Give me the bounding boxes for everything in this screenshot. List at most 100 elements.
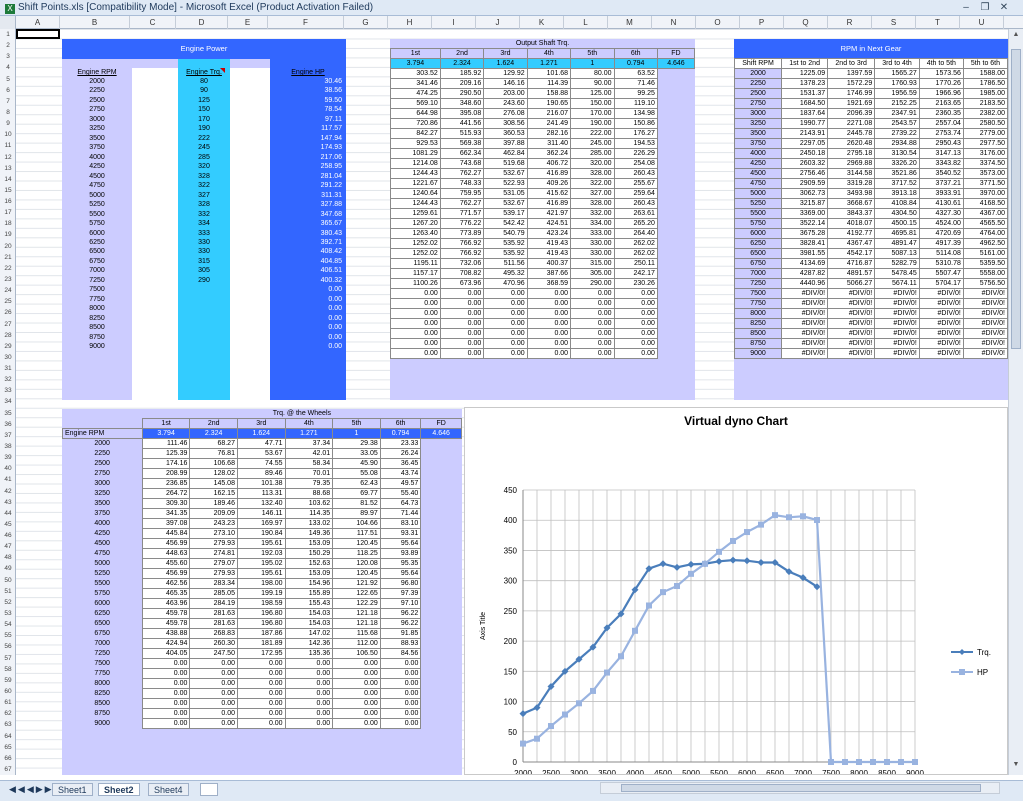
wheel-torque-cell[interactable]: 199.19 xyxy=(236,588,286,599)
output-shaft-cell[interactable]: 535.92 xyxy=(483,248,528,259)
next-gear-rpm-cell[interactable]: 1837.64 xyxy=(781,108,829,119)
wheel-torque-cell[interactable]: 132.40 xyxy=(236,498,286,509)
gear-ratio-cell[interactable]: 3.794 xyxy=(141,428,191,439)
row-header-54[interactable]: 54 xyxy=(4,621,12,629)
shift-rpm-cell[interactable]: 8000 xyxy=(734,308,783,319)
next-gear-rpm-cell[interactable]: 2152.25 xyxy=(874,98,920,109)
output-shaft-cell[interactable]: 0.00 xyxy=(439,348,485,359)
engine-rpm-cell[interactable]: 7250 xyxy=(62,648,143,659)
next-gear-rpm-cell[interactable]: #DIV/0! xyxy=(874,318,920,329)
shift-header[interactable]: Shift RPM xyxy=(734,58,783,69)
engine-rpm-cell[interactable]: 6750 xyxy=(62,628,143,639)
output-shaft-cell[interactable]: 419.43 xyxy=(526,248,572,259)
next-gear-rpm-cell[interactable]: 2096.39 xyxy=(827,108,876,119)
row-header-19[interactable]: 19 xyxy=(4,231,12,239)
wheel-torque-cell[interactable]: 55.08 xyxy=(332,468,381,479)
tab-sheet4[interactable]: Sheet4 xyxy=(148,783,189,796)
engine-trq-cell[interactable]: 125 xyxy=(198,96,210,104)
wheel-torque-cell[interactable]: 0.00 xyxy=(141,678,191,689)
row-header-67[interactable]: 67 xyxy=(4,765,12,773)
output-shaft-cell[interactable]: 341.46 xyxy=(390,78,441,89)
row-header-57[interactable]: 57 xyxy=(4,654,12,662)
engine-rpm-cell[interactable]: 2750 xyxy=(89,106,105,114)
engine-rpm-cell[interactable]: 8750 xyxy=(62,708,143,719)
gear-header[interactable]: 4th xyxy=(284,418,334,429)
output-shaft-cell[interactable]: 1259.61 xyxy=(390,208,441,219)
output-shaft-cell[interactable]: 0.00 xyxy=(483,298,528,309)
engine-rpm-cell[interactable]: 6000 xyxy=(62,598,143,609)
next-gear-rpm-cell[interactable]: #DIV/0! xyxy=(962,288,1008,299)
gear-ratio-cell[interactable]: 1.271 xyxy=(526,58,572,69)
output-shaft-cell[interactable]: 773.89 xyxy=(439,228,485,239)
engine-hp-cell[interactable]: 0.00 xyxy=(328,286,342,294)
output-shaft-cell[interactable]: 260.43 xyxy=(613,168,658,179)
engine-hp-cell[interactable]: 59.50 xyxy=(324,96,342,104)
next-gear-rpm-cell[interactable]: #DIV/0! xyxy=(781,328,829,339)
data-point-hp[interactable] xyxy=(590,687,596,694)
row-header-26[interactable]: 26 xyxy=(4,309,12,317)
column-header-f[interactable]: F xyxy=(268,16,344,29)
row-header-64[interactable]: 64 xyxy=(4,732,12,740)
wheel-torque-cell[interactable]: 0.00 xyxy=(236,698,286,709)
data-point-trq[interactable] xyxy=(519,710,527,718)
next-gear-rpm-cell[interactable]: 3130.54 xyxy=(874,148,920,159)
engine-rpm-cell[interactable]: 8250 xyxy=(62,688,143,699)
output-shaft-cell[interactable]: 0.00 xyxy=(613,298,658,309)
output-shaft-cell[interactable]: 368.59 xyxy=(526,278,572,289)
wheel-torque-cell[interactable]: 236.85 xyxy=(141,478,191,489)
wheel-torque-cell[interactable]: 152.63 xyxy=(284,558,334,569)
gear-header[interactable]: FD xyxy=(656,48,695,59)
next-gear-rpm-cell[interactable]: 2271.08 xyxy=(827,118,876,129)
wheel-torque-cell[interactable]: 268.83 xyxy=(189,628,238,639)
next-gear-rpm-cell[interactable]: 4500.15 xyxy=(874,218,920,229)
row-header-35[interactable]: 35 xyxy=(4,409,12,417)
next-gear-rpm-cell[interactable]: 3215.87 xyxy=(781,198,829,209)
engine-hp-cell[interactable]: 217.06 xyxy=(320,153,342,161)
wheel-torque-cell[interactable]: 196.80 xyxy=(236,608,286,619)
wheel-torque-cell[interactable]: 0.00 xyxy=(189,658,238,669)
wheel-torque-cell[interactable]: 274.81 xyxy=(189,548,238,559)
data-point-hp[interactable] xyxy=(828,759,834,765)
engine-trq-cell[interactable]: 90 xyxy=(200,87,208,95)
next-gear-rpm-cell[interactable]: 3374.50 xyxy=(962,158,1008,169)
engine-hp-cell[interactable]: 258.95 xyxy=(320,163,342,171)
wheel-torque-cell[interactable]: 49.57 xyxy=(379,478,422,489)
row-header-56[interactable]: 56 xyxy=(4,643,12,651)
data-point-hp[interactable] xyxy=(660,589,666,596)
data-point-hp[interactable] xyxy=(632,627,638,634)
output-shaft-cell[interactable]: 929.53 xyxy=(390,138,441,149)
engine-trq-cell[interactable]: 327 xyxy=(198,191,210,199)
output-shaft-cell[interactable]: 474.25 xyxy=(390,88,441,99)
wheel-torque-cell[interactable]: 195.61 xyxy=(236,538,286,549)
shift-rpm-cell[interactable]: 7250 xyxy=(734,278,783,289)
engine-hp-cell[interactable]: 406.51 xyxy=(320,267,342,275)
wheel-torque-cell[interactable]: 209.09 xyxy=(189,508,238,519)
engine-rpm-cell[interactable]: 9000 xyxy=(89,343,105,351)
wheel-torque-cell[interactable]: 135.36 xyxy=(284,648,334,659)
wheel-torque-cell[interactable]: 122.29 xyxy=(332,598,381,609)
minimize-button[interactable]: – xyxy=(963,2,969,13)
next-gear-rpm-cell[interactable]: 3970.00 xyxy=(962,188,1008,199)
output-shaft-cell[interactable]: 262.02 xyxy=(613,248,658,259)
wheel-torque-cell[interactable]: 96.80 xyxy=(379,578,422,589)
engine-rpm-cell[interactable]: 2000 xyxy=(62,438,143,449)
wheel-torque-cell[interactable]: 0.00 xyxy=(236,678,286,689)
engine-trq-cell[interactable]: 333 xyxy=(198,229,210,237)
next-gear-rpm-cell[interactable]: 2739.22 xyxy=(874,128,920,139)
next-gear-rpm-cell[interactable]: 2977.50 xyxy=(962,138,1008,149)
wheel-torque-cell[interactable]: 58.34 xyxy=(284,458,334,469)
engine-hp-cell[interactable]: 0.00 xyxy=(328,333,342,341)
wheel-torque-cell[interactable]: 84.56 xyxy=(379,648,422,659)
next-gear-rpm-cell[interactable]: #DIV/0! xyxy=(827,348,876,359)
shift-rpm-cell[interactable]: 5500 xyxy=(734,208,783,219)
next-gear-rpm-cell[interactable]: 4524.00 xyxy=(918,218,964,229)
next-gear-rpm-cell[interactable]: 1588.00 xyxy=(962,68,1008,79)
next-gear-rpm-cell[interactable]: 3717.52 xyxy=(874,178,920,189)
output-shaft-cell[interactable]: 0.00 xyxy=(570,308,615,319)
row-header-25[interactable]: 25 xyxy=(4,298,12,306)
next-gear-rpm-cell[interactable]: 2543.57 xyxy=(874,118,920,129)
output-shaft-cell[interactable]: 194.53 xyxy=(613,138,658,149)
row-header-18[interactable]: 18 xyxy=(4,220,12,228)
output-shaft-cell[interactable]: 732.06 xyxy=(439,258,485,269)
shift-rpm-cell[interactable]: 7500 xyxy=(734,288,783,299)
